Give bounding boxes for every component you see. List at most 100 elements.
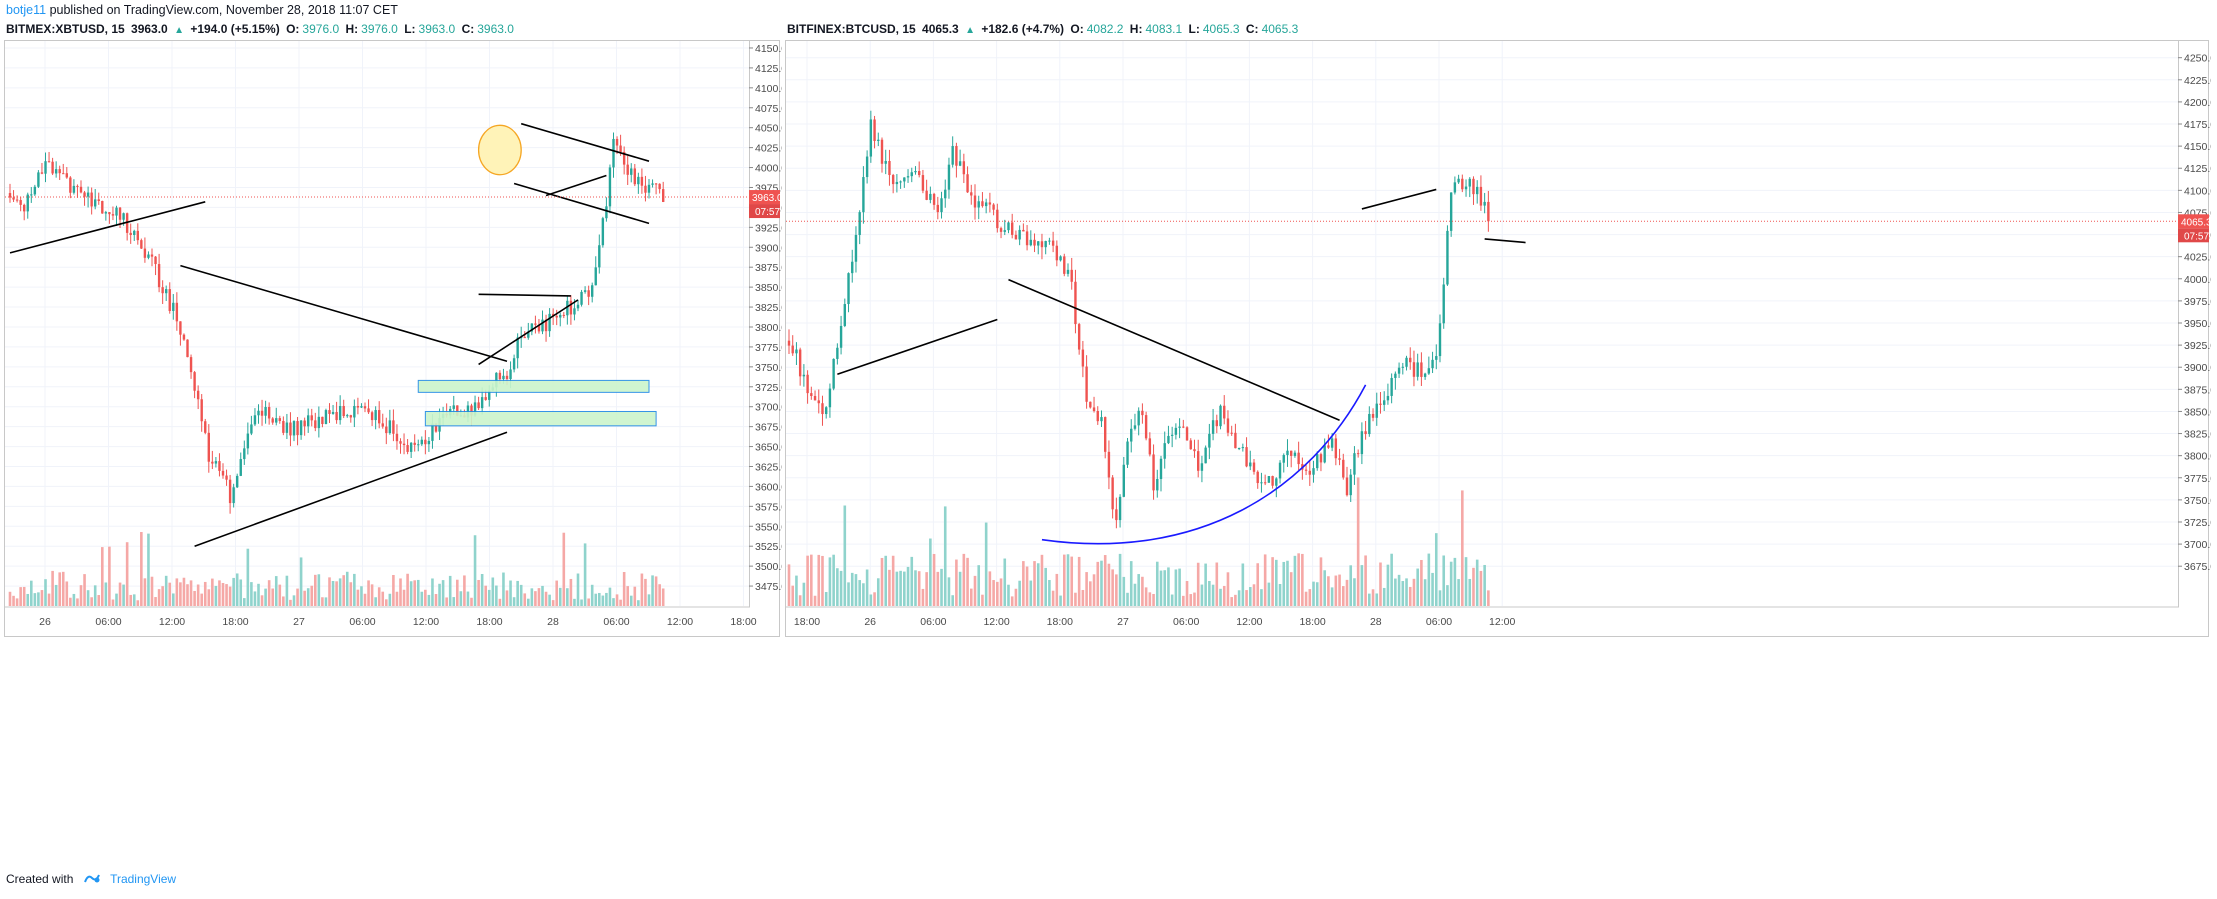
volume-bar: [973, 575, 977, 606]
candle-body: [587, 290, 590, 297]
volume-bar: [876, 578, 880, 606]
y-tick-label: 3825.0: [755, 302, 782, 314]
candle-body: [1025, 231, 1029, 246]
candle-body: [1375, 403, 1378, 418]
volume-bar: [459, 591, 463, 606]
volume-bar: [1040, 554, 1044, 606]
candle-body: [86, 192, 90, 197]
volume-bar: [420, 591, 424, 606]
candle-body: [662, 189, 665, 202]
open-label: O:: [286, 22, 300, 36]
candle-body: [381, 423, 384, 427]
volume-bar: [363, 593, 367, 606]
candle-body: [1077, 324, 1081, 350]
candle-body: [854, 234, 858, 262]
volume-bar: [910, 556, 914, 606]
candle-body: [392, 420, 395, 434]
volume-bar: [1234, 594, 1237, 606]
volume-bar: [466, 591, 470, 606]
volume-bar: [996, 581, 999, 606]
candle-body: [246, 433, 250, 449]
candle-body: [83, 192, 86, 197]
volume-bar: [409, 581, 413, 606]
candle-body: [260, 410, 264, 416]
candle-body: [630, 168, 633, 175]
volume-bar: [257, 583, 260, 606]
high-label: H:: [345, 22, 359, 36]
candlestick-chart-right[interactable]: 3675.0 3700.0 3725.0 3750.0 3775.0 3800.0 3825…: [785, 40, 2216, 860]
close-value: 3963.0: [477, 22, 514, 36]
tradingview-link[interactable]: TradingView: [110, 872, 177, 886]
trend-line: [1361, 188, 1437, 210]
volume-bar: [1304, 591, 1308, 606]
publication-text: published on TradingView.com, November 2…: [49, 3, 398, 17]
volume-bar: [958, 571, 962, 606]
volume-bar: [214, 585, 218, 606]
volume-bar: [140, 532, 143, 606]
candle-body: [523, 337, 526, 339]
volume-bar: [1174, 569, 1178, 606]
volume-bar: [1085, 572, 1088, 606]
candle-body: [1174, 427, 1178, 435]
volume-bar: [1007, 584, 1010, 606]
volume-bar: [377, 587, 381, 606]
x-tick-label: 12:00: [159, 616, 185, 628]
volume-bar: [1051, 590, 1055, 606]
volume-bar: [218, 580, 221, 606]
candle-body: [94, 199, 97, 207]
volume-bar: [196, 584, 200, 606]
candle-body: [1063, 256, 1066, 274]
candle-body: [488, 390, 491, 400]
candle-body: [551, 313, 555, 316]
candle-body: [962, 161, 966, 175]
candle-body: [1048, 240, 1051, 242]
volume-bar: [654, 576, 658, 606]
candle-body: [1323, 445, 1326, 463]
x-tick-label: 12:00: [413, 616, 439, 628]
volume-bar: [622, 571, 626, 606]
volume-bar: [345, 571, 349, 606]
candle-body: [33, 186, 37, 195]
candle-body: [1368, 413, 1371, 435]
candle-body: [111, 214, 115, 216]
candle-body: [65, 173, 68, 178]
symbol-label[interactable]: BITMEX:XBTUSD, 15: [6, 22, 125, 36]
volume-bar: [172, 593, 175, 606]
candle-body: [1159, 458, 1163, 479]
candle-body: [502, 375, 505, 380]
volume-bar: [232, 577, 235, 606]
publication-line: botje11 published on TradingView.com, No…: [6, 3, 398, 17]
volume-bar: [1364, 555, 1367, 606]
candle-body: [1260, 482, 1263, 484]
author-link[interactable]: botje11: [6, 3, 47, 17]
candle-body: [944, 189, 947, 199]
candle-body: [622, 151, 626, 165]
candle-body: [832, 358, 835, 389]
y-tick-label: 3775.0: [755, 342, 782, 354]
support-zone: [417, 379, 650, 393]
candle-body: [1115, 509, 1118, 521]
volume-bar: [370, 584, 374, 606]
volume-bar: [1122, 576, 1126, 606]
volume-bar: [880, 557, 884, 606]
volume-bar: [470, 597, 473, 606]
candlestick-chart-left[interactable]: 3475.0 3500.0 3525.0 3550.0 3575.0 3600.0 3625…: [4, 40, 787, 860]
candle-body: [200, 399, 203, 422]
candle-body: [910, 172, 913, 177]
symbol-label[interactable]: BITFINEX:BTCUSD, 15: [787, 22, 916, 36]
candle-body: [1435, 356, 1438, 360]
candle-body: [839, 325, 843, 348]
trend-line: [1484, 238, 1526, 244]
candle-body: [1182, 426, 1185, 428]
candle-body: [947, 164, 951, 190]
countdown-label: 07:57: [755, 207, 780, 218]
candle-body: [888, 160, 891, 176]
candle-body: [431, 423, 434, 441]
volume-bar: [1345, 579, 1349, 606]
candle-body: [1126, 441, 1129, 465]
candle-body: [598, 245, 601, 268]
price-label: 4065.3: [2181, 217, 2211, 228]
volume-bar: [644, 578, 647, 606]
candle-body: [1163, 443, 1166, 459]
candle-body: [1330, 438, 1334, 448]
